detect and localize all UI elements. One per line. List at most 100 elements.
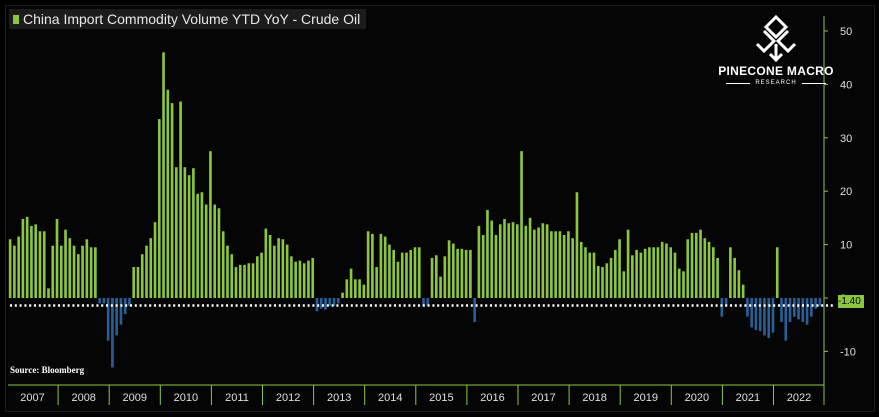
bar xyxy=(38,231,42,298)
chart-legend: China Import Commodity Volume YTD YoY - … xyxy=(9,9,367,29)
bar xyxy=(571,238,574,298)
bar xyxy=(179,101,182,299)
bar xyxy=(677,268,681,298)
bar xyxy=(754,298,758,331)
bar xyxy=(234,267,238,298)
bar xyxy=(648,247,651,298)
x-tick-label: 2017 xyxy=(531,392,555,404)
bar xyxy=(247,263,251,298)
x-tick-label: 2008 xyxy=(71,392,95,404)
x-tick-label: 2013 xyxy=(327,392,351,404)
bar xyxy=(25,216,29,298)
bar xyxy=(545,224,549,298)
bar xyxy=(277,238,280,298)
bar xyxy=(733,257,736,298)
bar xyxy=(780,298,783,323)
bar xyxy=(426,298,430,307)
bar xyxy=(788,298,792,323)
bar xyxy=(119,298,123,325)
bar xyxy=(511,222,515,298)
bar xyxy=(699,229,702,298)
bar xyxy=(30,225,33,298)
bar xyxy=(635,249,638,298)
brand-subtitle: RESEARCH xyxy=(721,80,830,86)
bar xyxy=(524,225,528,298)
bar xyxy=(434,255,438,298)
bar xyxy=(392,249,396,298)
bar xyxy=(409,249,413,298)
bar xyxy=(716,257,719,298)
bar xyxy=(290,256,293,298)
chart-frame xyxy=(5,5,875,412)
bar xyxy=(136,267,140,298)
bar xyxy=(72,245,76,298)
bar xyxy=(238,264,242,298)
bar xyxy=(34,224,38,298)
bar xyxy=(307,260,310,298)
bar xyxy=(396,261,400,298)
bar xyxy=(285,244,289,298)
bar xyxy=(707,241,711,298)
bar xyxy=(528,217,532,298)
bar xyxy=(42,231,46,298)
bar xyxy=(643,248,647,298)
bar xyxy=(618,239,621,298)
bar xyxy=(89,247,93,298)
bar xyxy=(170,103,174,298)
bar xyxy=(102,298,106,304)
bar xyxy=(818,298,822,307)
bar xyxy=(550,231,553,298)
bar xyxy=(8,239,12,298)
bar xyxy=(639,252,643,298)
x-tick-label: 2010 xyxy=(174,392,198,404)
bar xyxy=(413,247,417,298)
bar xyxy=(622,271,626,298)
bar xyxy=(366,231,370,298)
bar xyxy=(473,298,476,323)
bar xyxy=(767,298,771,339)
bar xyxy=(383,236,387,298)
bar xyxy=(230,254,234,298)
bar xyxy=(703,238,707,298)
bar xyxy=(810,298,813,317)
bar xyxy=(132,267,136,298)
bar xyxy=(324,298,327,310)
bar xyxy=(268,234,272,298)
bar xyxy=(652,247,655,298)
bar xyxy=(183,167,187,298)
x-tick-label: 2014 xyxy=(378,392,402,404)
bar xyxy=(319,298,323,309)
bar xyxy=(613,249,617,298)
bar xyxy=(737,270,741,298)
bar xyxy=(375,267,378,298)
y-tick-label: 20 xyxy=(840,186,852,198)
x-tick-label: 2012 xyxy=(276,392,300,404)
bar xyxy=(686,239,690,298)
bar xyxy=(763,298,766,336)
bar xyxy=(507,223,511,298)
last-value-label: -1.40 xyxy=(838,295,864,308)
x-tick-label: 2011 xyxy=(225,392,249,404)
x-tick-label: 2015 xyxy=(429,392,453,404)
bar xyxy=(490,220,494,298)
bar xyxy=(371,233,374,298)
bar xyxy=(567,231,570,298)
bar xyxy=(311,257,315,298)
bar xyxy=(694,232,698,298)
bar xyxy=(439,276,442,298)
bar xyxy=(601,267,604,298)
bar xyxy=(273,245,276,298)
bar xyxy=(494,234,498,298)
bar xyxy=(673,252,677,298)
bar xyxy=(682,271,685,298)
bar xyxy=(302,263,306,298)
x-tick-label: 2020 xyxy=(685,392,709,404)
bars-group xyxy=(8,52,822,368)
bar xyxy=(85,239,89,298)
bar xyxy=(243,264,246,298)
bar xyxy=(341,292,344,298)
bar xyxy=(741,284,745,298)
bar xyxy=(456,248,459,298)
bar xyxy=(336,298,340,304)
x-tick-label: 2018 xyxy=(582,392,606,404)
